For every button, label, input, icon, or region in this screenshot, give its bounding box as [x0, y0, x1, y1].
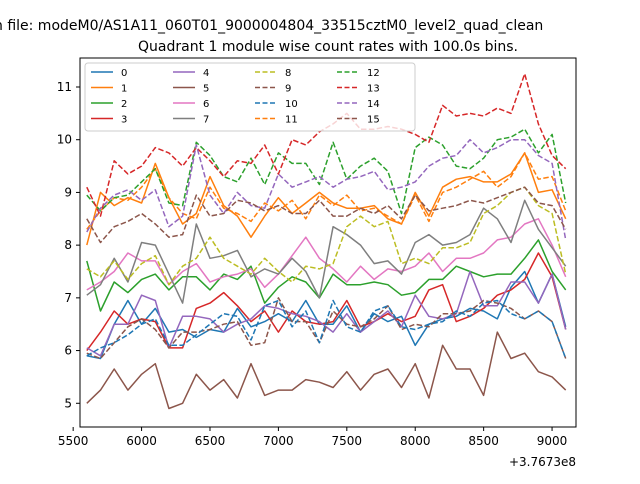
x-tick-label: 7000: [263, 434, 294, 448]
legend-label-2: 2: [121, 99, 127, 110]
series-line-8: [86, 186, 567, 286]
x-tick-label: 6500: [195, 434, 226, 448]
y-tick-label: 9: [64, 185, 72, 199]
y-tick-label: 7: [64, 291, 72, 305]
x-tick-label: 5500: [58, 434, 89, 448]
series-line-4: [86, 270, 567, 357]
x-tick-label: 6000: [126, 434, 157, 448]
y-tick-label: 8: [64, 238, 72, 252]
legend-label-12: 12: [367, 68, 380, 79]
legend-label-4: 4: [203, 68, 209, 79]
legend-label-10: 10: [285, 99, 298, 110]
x-tick-label: 9000: [537, 434, 568, 448]
series-line-5: [86, 331, 567, 410]
legend-label-1: 1: [121, 84, 127, 95]
figure-suptitle: n file: modeM0/AS1A11_060T01_9000004804_…: [0, 18, 543, 34]
series-line-12: [86, 128, 567, 215]
series-line-0: [86, 270, 567, 360]
axes-frame: [79, 57, 577, 428]
x-tick-label: 8500: [468, 434, 499, 448]
series-line-15: [86, 186, 567, 244]
legend-label-14: 14: [367, 99, 380, 110]
x-axis-offset-label: +3.7673e8: [509, 455, 576, 469]
legend-label-15: 15: [367, 115, 380, 126]
x-tick-label: 8000: [400, 434, 431, 448]
y-tick-label: 6: [64, 344, 72, 358]
legend-label-7: 7: [203, 115, 209, 126]
legend-box: [84, 62, 416, 132]
legend-label-3: 3: [121, 115, 127, 126]
series-line-2: [86, 239, 567, 312]
axis-ticks: 5500 6000 6500 7000 7500 8000 8500 9000 5 6 7 8 9 10 1…: [57, 80, 568, 448]
series-line-7: [86, 199, 567, 304]
legend-label-0: 0: [121, 68, 127, 79]
y-tick-label: 11: [57, 80, 72, 94]
legend-label-13: 13: [367, 84, 380, 95]
legend-label-8: 8: [285, 68, 291, 79]
x-tick-label: 7500: [332, 434, 363, 448]
legend-label-11: 11: [285, 115, 298, 126]
legend-label-9: 9: [285, 84, 291, 95]
y-tick-label: 10: [57, 133, 72, 147]
series-line-14: [86, 138, 567, 241]
legend-label-6: 6: [203, 99, 209, 110]
legend-label-5: 5: [203, 84, 209, 95]
chart-title: Quadrant 1 module wise count rates with …: [138, 39, 518, 55]
series-line-10: [86, 299, 567, 359]
y-tick-label: 5: [64, 396, 72, 410]
